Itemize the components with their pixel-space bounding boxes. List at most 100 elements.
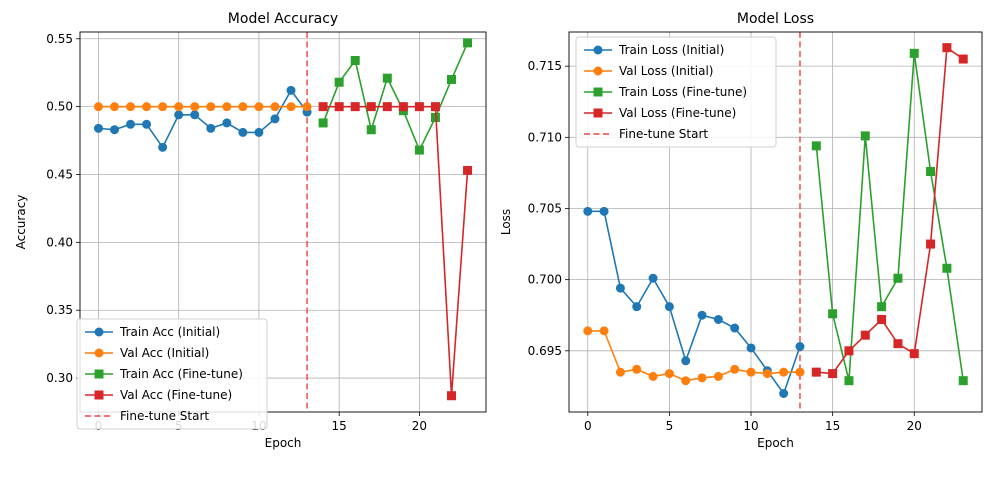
data-point — [615, 283, 625, 293]
loss-chart: 0 5 10 15 20 0.695 0.700 0.705 0.710 0.715 Model L… — [499, 11, 983, 450]
x-tick-label: 10 — [743, 419, 758, 433]
data-point — [877, 314, 887, 324]
data-point — [779, 388, 789, 398]
data-point — [697, 310, 707, 320]
legend-label: Train Acc (Fine-tune) — [119, 367, 243, 381]
legend-label: Train Loss (Fine-tune) — [618, 85, 747, 99]
data-point — [664, 302, 674, 312]
data-point — [350, 102, 360, 112]
x-tick-label: 5 — [666, 419, 674, 433]
y-tick-label: 0.30 — [46, 371, 73, 385]
y-tick-label: 0.35 — [46, 303, 73, 317]
legend-box — [76, 318, 268, 430]
data-point — [860, 330, 870, 340]
y-tick-label: 0.695 — [528, 344, 562, 358]
y-axis-label: Accuracy — [14, 195, 28, 250]
legend-marker — [593, 108, 603, 118]
legend-label: Val Loss (Initial) — [619, 64, 713, 78]
data-point — [746, 343, 756, 353]
data-point — [463, 38, 473, 48]
data-point — [844, 346, 854, 356]
data-point — [286, 85, 296, 95]
data-point — [206, 102, 216, 112]
y-tick-label: 0.55 — [46, 32, 73, 46]
legend-label: Train Acc (Initial) — [119, 325, 220, 339]
data-point — [158, 102, 168, 112]
data-point — [334, 102, 344, 112]
data-point — [599, 326, 609, 336]
legend-label: Fine-tune Start — [619, 127, 708, 141]
legend-box — [575, 36, 777, 148]
data-point — [583, 206, 593, 216]
data-point — [713, 371, 723, 381]
data-point — [142, 102, 152, 112]
data-point — [926, 166, 936, 176]
data-point — [430, 102, 440, 112]
plot-frame — [79, 31, 487, 413]
data-point — [713, 314, 723, 324]
data-point — [632, 364, 642, 374]
legend-label: Train Loss (Initial) — [618, 43, 724, 57]
data-point — [270, 102, 280, 112]
data-point — [334, 77, 344, 87]
legend: Train Acc (Initial) Val Acc (Initial) Trai… — [76, 318, 268, 430]
data-point — [664, 369, 674, 379]
data-point — [893, 339, 903, 349]
data-point — [811, 367, 821, 377]
legend-label: Val Loss (Fine-tune) — [619, 106, 736, 120]
data-point — [254, 127, 264, 137]
y-tick-label: 0.50 — [46, 100, 73, 114]
legend-marker — [593, 87, 603, 97]
data-point — [366, 125, 376, 135]
data-point — [648, 273, 658, 283]
legend-marker — [94, 348, 104, 358]
legend-label: Val Acc (Fine-tune) — [120, 388, 232, 402]
data-point — [828, 309, 838, 319]
data-point — [414, 102, 424, 112]
data-point — [942, 263, 952, 273]
data-point — [860, 131, 870, 141]
data-point — [877, 302, 887, 312]
data-point — [828, 369, 838, 379]
chart-title: Model Accuracy — [228, 11, 338, 27]
data-point — [414, 145, 424, 155]
x-tick-label: 15 — [825, 419, 840, 433]
legend-marker — [94, 327, 104, 337]
data-point — [93, 123, 103, 133]
data-point — [238, 102, 248, 112]
y-tick-label: 0.715 — [528, 59, 562, 73]
x-tick-label: 15 — [332, 419, 347, 433]
data-point — [779, 367, 789, 377]
data-point — [222, 102, 232, 112]
data-point — [909, 349, 919, 359]
legend-marker — [593, 66, 603, 76]
x-tick-label: 0 — [584, 419, 592, 433]
series-train-acc-initial — [93, 85, 312, 152]
legend-label: Val Acc (Initial) — [120, 346, 209, 360]
y-tick-label: 0.710 — [528, 130, 562, 144]
data-point — [446, 391, 456, 401]
x-tick-label: 20 — [412, 419, 427, 433]
data-point — [795, 367, 805, 377]
series-line — [815, 53, 965, 381]
y-axis-label: Loss — [499, 209, 513, 235]
data-point — [286, 102, 296, 112]
data-point — [615, 367, 625, 377]
data-point — [958, 376, 968, 386]
data-point — [158, 142, 168, 152]
data-point — [110, 125, 120, 135]
data-point — [648, 371, 658, 381]
data-point — [93, 102, 103, 112]
data-point — [398, 102, 408, 112]
y-tick-label: 0.700 — [528, 273, 562, 287]
data-point — [238, 127, 248, 137]
x-axis-label: Epoch — [757, 436, 794, 450]
series-line — [322, 42, 469, 153]
data-point — [318, 118, 328, 128]
data-point — [795, 342, 805, 352]
y-tick-label: 0.45 — [46, 168, 73, 182]
data-point — [206, 123, 216, 133]
data-point — [318, 102, 328, 112]
